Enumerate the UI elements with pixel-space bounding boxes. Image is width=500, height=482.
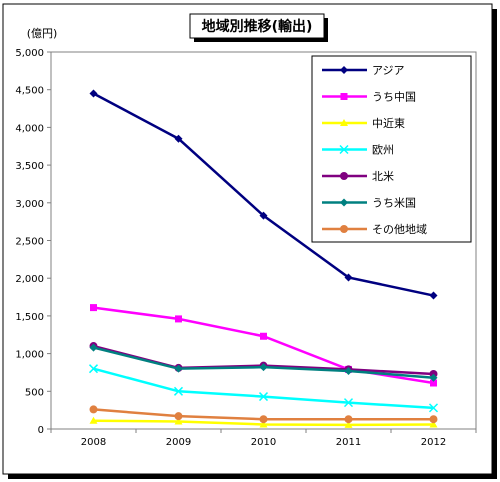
data-point-marker	[174, 134, 183, 143]
legend-item: その他地域	[322, 223, 427, 236]
y-tick-label: 4,500	[15, 86, 44, 97]
data-point-marker	[258, 392, 269, 402]
data-point-marker	[344, 273, 353, 282]
x-tick-label: 2012	[421, 437, 446, 448]
legend-label: 北米	[372, 170, 394, 183]
data-point-marker	[430, 379, 437, 387]
data-point-marker	[89, 89, 98, 98]
data-point-marker	[174, 412, 183, 421]
series-2	[89, 416, 438, 428]
data-point-marker	[344, 420, 353, 428]
data-point-marker	[340, 225, 348, 233]
data-point-marker	[340, 119, 348, 126]
data-point-marker	[428, 403, 439, 413]
data-point-marker	[174, 364, 183, 373]
x-tick-label: 2008	[81, 437, 106, 448]
data-point-marker	[429, 291, 438, 300]
legend-item: アジア	[322, 64, 405, 77]
legend-item: 北米	[322, 170, 394, 183]
data-point-marker	[343, 398, 354, 408]
y-tick-label: 2,500	[15, 237, 44, 248]
legend-label: 中近東	[372, 117, 405, 130]
data-point-marker	[259, 211, 268, 220]
data-point-marker	[259, 415, 268, 424]
series-5	[89, 343, 438, 382]
data-point-marker	[344, 415, 353, 424]
legend-label: うち中国	[372, 91, 416, 104]
data-point-marker	[174, 417, 183, 425]
data-point-marker	[429, 415, 438, 424]
series-6	[89, 405, 438, 424]
legend-item: 欧州	[322, 144, 394, 157]
chart-title: 地域別推移(輸出)	[202, 18, 313, 35]
data-point-marker	[339, 144, 349, 155]
legend-label: その他地域	[372, 223, 427, 236]
y-tick-label: 2,000	[15, 274, 44, 285]
series-0	[89, 89, 438, 300]
y-tick-label: 5,000	[15, 48, 44, 59]
y-tick-label: 1,000	[15, 350, 44, 361]
y-axis: 0 500 1,000 1,500 2,000 2,500 3,000 3,500 4,000 4…	[15, 48, 51, 436]
series-layer	[88, 89, 439, 428]
data-point-marker	[340, 198, 348, 207]
data-point-marker	[429, 373, 438, 382]
data-point-marker	[175, 315, 182, 323]
y-tick-label: 0	[38, 425, 44, 436]
x-tick-label: 2010	[251, 437, 276, 448]
x-tick-label: 2009	[166, 437, 191, 448]
x-axis: 2008 2009 2010 2011 2012	[50, 429, 477, 448]
legend-item: うち中国	[322, 91, 416, 104]
y-tick-label: 4,000	[15, 123, 44, 134]
title-box	[189, 13, 325, 39]
x-tick-label: 2011	[336, 437, 361, 448]
y-tick-label: 3,000	[15, 199, 44, 210]
data-point-marker	[344, 366, 353, 375]
y-tick-label: 3,500	[15, 161, 44, 172]
legend-label: うち米国	[372, 197, 416, 210]
legend-label: 欧州	[372, 144, 394, 157]
data-point-marker	[340, 66, 348, 74]
legend-label: アジア	[372, 64, 405, 77]
series-3	[88, 364, 439, 413]
y-unit-label: (億円)	[27, 27, 58, 40]
legend-item: 中近東	[322, 117, 405, 130]
data-point-marker	[259, 363, 268, 372]
y-tick-label: 500	[25, 387, 44, 398]
data-point-marker	[89, 405, 98, 414]
data-point-marker	[173, 386, 184, 396]
data-point-marker	[429, 420, 438, 428]
data-point-marker	[259, 420, 268, 428]
y-tick-label: 1,500	[15, 312, 44, 323]
data-point-marker	[89, 343, 98, 352]
data-point-marker	[88, 364, 99, 374]
data-point-marker	[90, 304, 97, 312]
data-point-marker	[260, 332, 267, 340]
data-point-marker	[340, 93, 348, 100]
data-point-marker	[89, 416, 98, 424]
legend-item: うち米国	[322, 197, 416, 210]
data-point-marker	[340, 172, 348, 180]
